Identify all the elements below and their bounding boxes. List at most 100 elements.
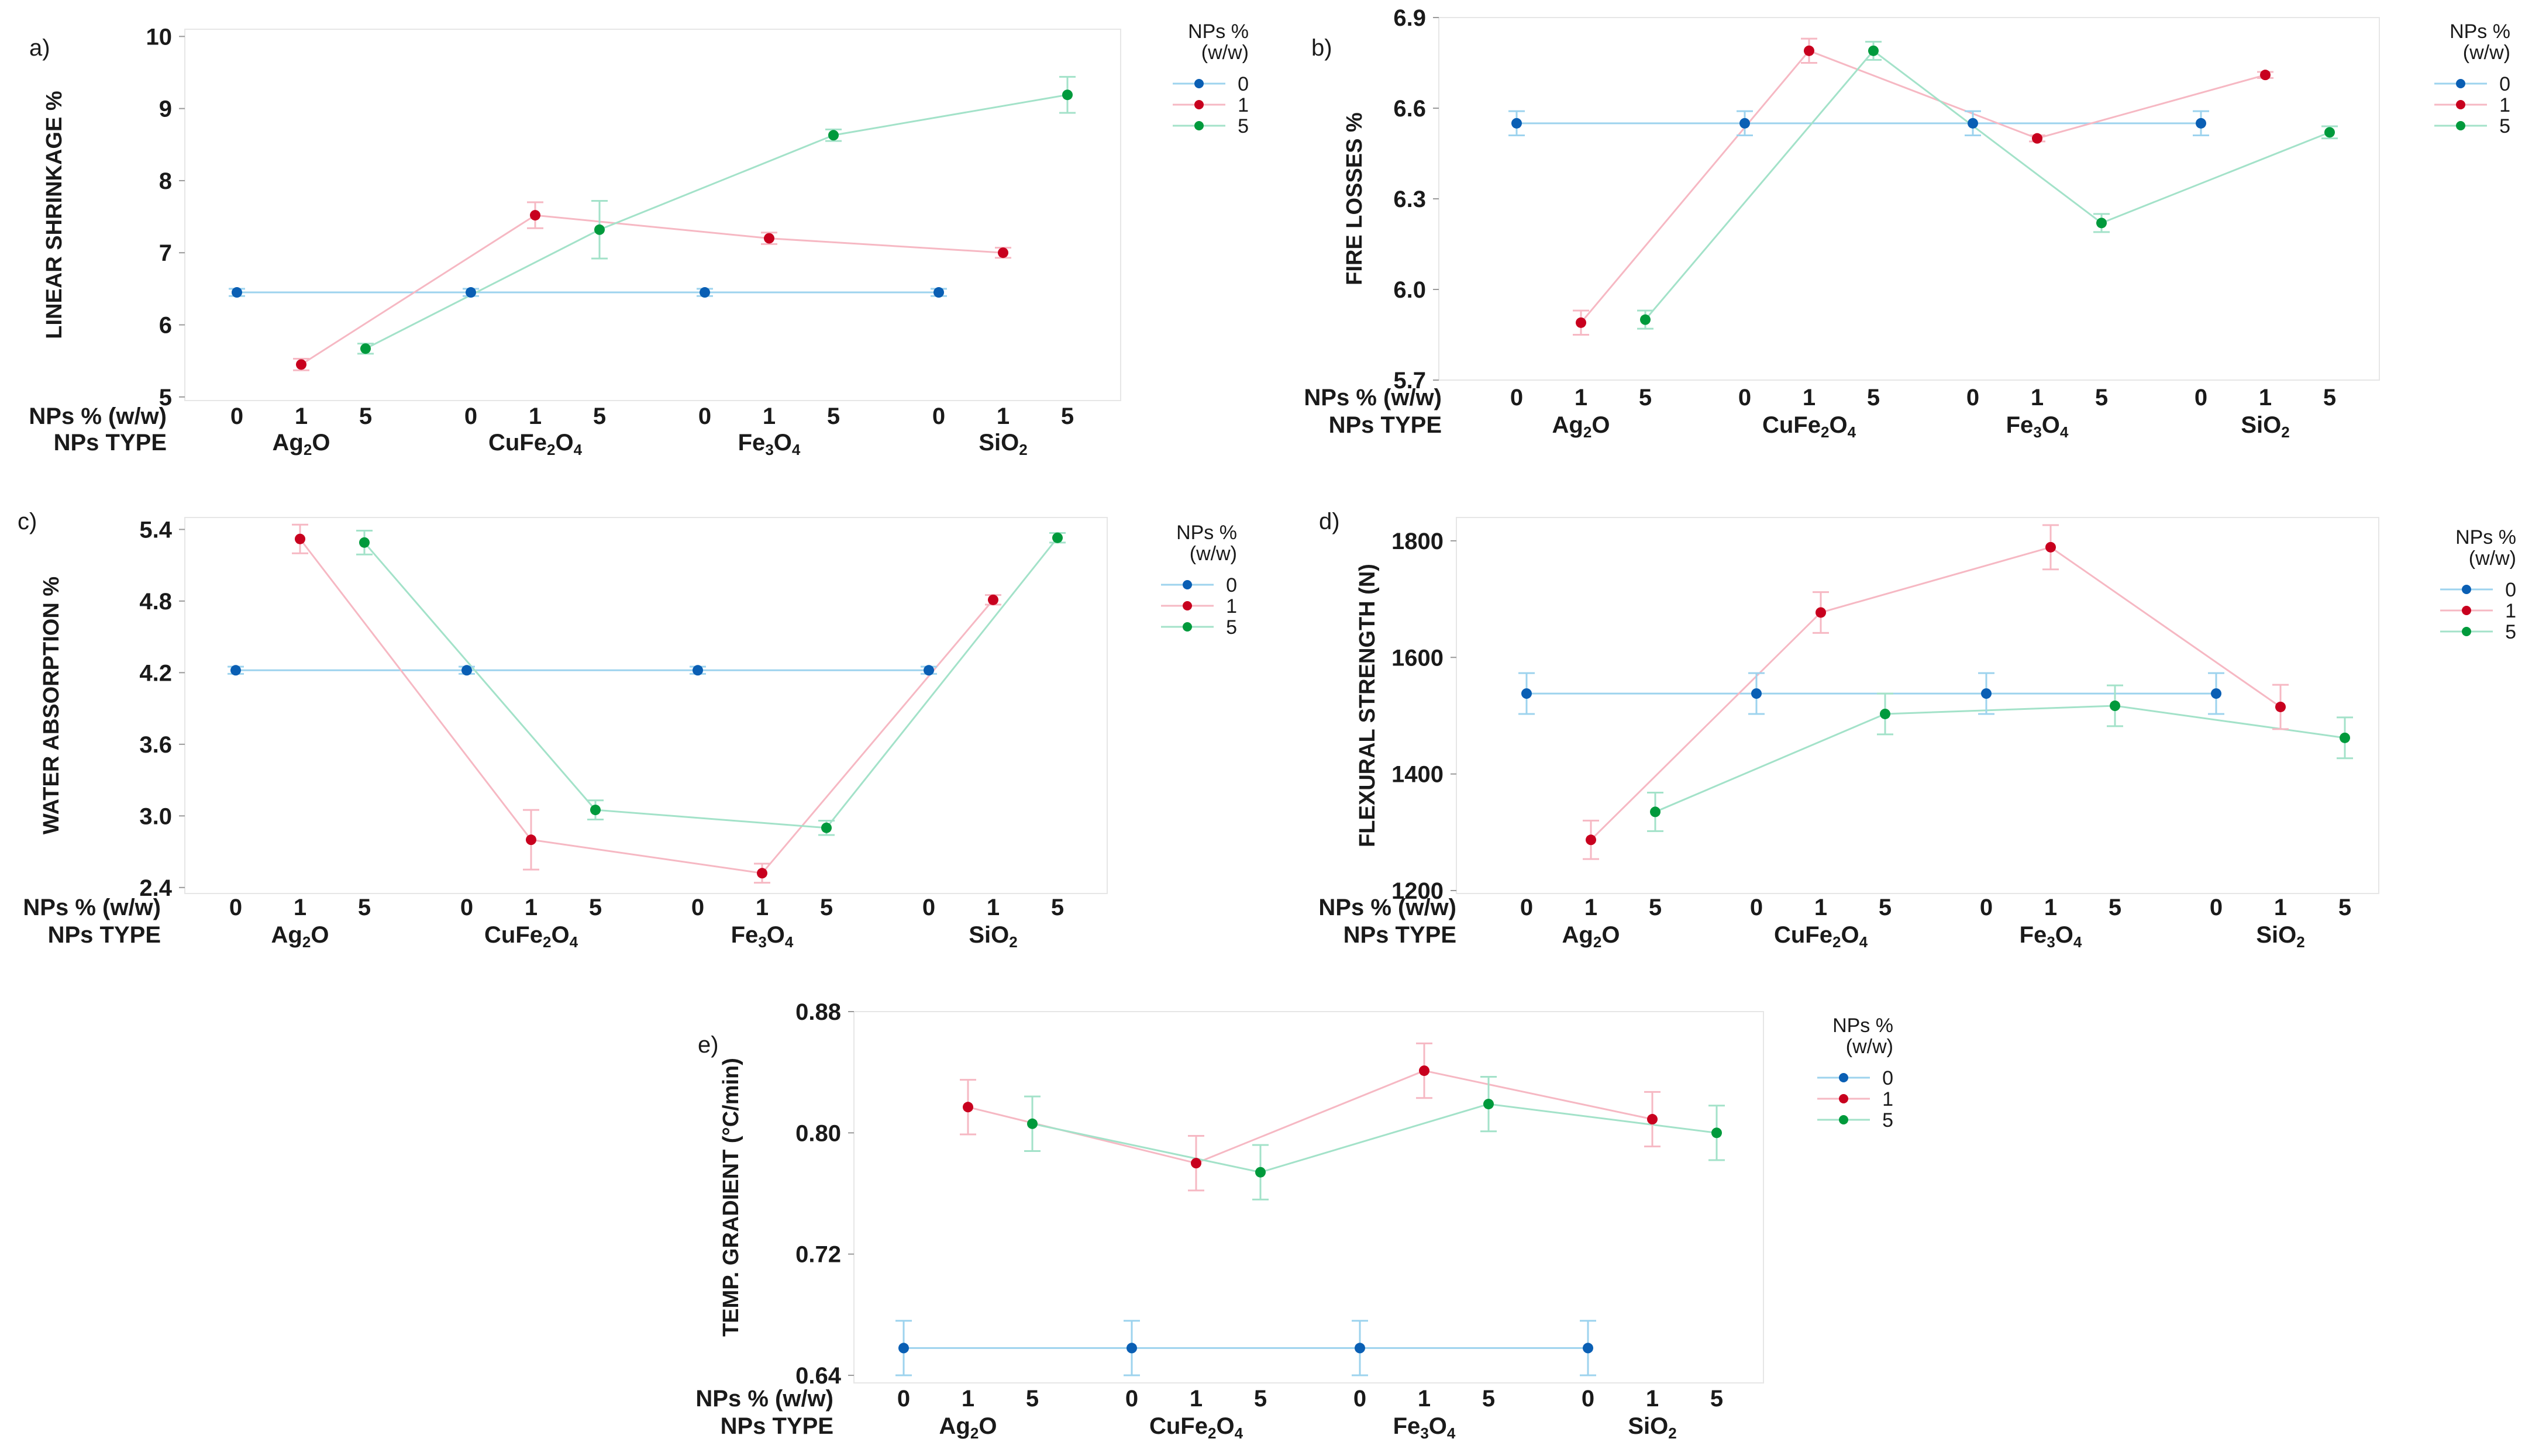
data-point-1	[296, 359, 306, 370]
data-point-1	[1586, 834, 1596, 846]
y-tick-label: 0.80	[795, 1120, 841, 1146]
data-point-0	[230, 665, 241, 676]
type-row-label: NPs TYPE	[1329, 412, 1442, 438]
panel-letter: b)	[1311, 35, 1332, 61]
legend-subtitle: (w/w)	[1846, 1036, 1893, 1058]
category-label: CuFe2O4	[1762, 412, 1856, 441]
data-point-5	[1711, 1127, 1722, 1138]
data-point-5	[1255, 1167, 1266, 1178]
panel-b: b) 5.7 6.0 6.3 6.6 6.9 FIRE LOSSES % NPs % (w/w…	[1304, 5, 2510, 441]
data-point-0	[898, 1343, 909, 1354]
legend-entry-0: 0	[1226, 574, 1237, 596]
series-line-5	[363, 537, 1059, 829]
legend-swatch-marker	[2462, 585, 2471, 594]
legend-swatch-marker	[1194, 79, 1204, 88]
x-tick-label: 5	[1482, 1386, 1495, 1412]
legend-entry-1: 1	[1238, 94, 1249, 116]
x-tick-label: 0	[922, 895, 935, 920]
category-label: Fe3O4	[731, 922, 794, 951]
category-label: SiO2	[969, 922, 1017, 951]
category-label: CuFe2O4	[1149, 1413, 1243, 1442]
x-tick-label: 5	[1026, 1386, 1039, 1412]
data-point-1	[295, 533, 305, 544]
plot-area	[184, 29, 1121, 401]
y-tick-label: 1400	[1391, 762, 1444, 788]
x-tick-label: 1	[295, 403, 308, 429]
x-tick-label: 1	[756, 895, 769, 920]
data-point-5	[360, 343, 371, 354]
data-point-5	[2324, 127, 2335, 138]
x-tick-label: 0	[1520, 895, 1533, 920]
legend-swatch-marker	[2456, 79, 2465, 88]
x-tick-label: 0	[698, 403, 711, 429]
data-point-5	[1483, 1099, 1494, 1110]
category-label: Ag2O	[1562, 922, 1620, 951]
x-tick-label: 1	[529, 403, 542, 429]
series-line-1	[301, 214, 1004, 365]
y-tick-label: 6.9	[1393, 5, 1426, 31]
x-tick-label: 5	[1710, 1386, 1723, 1412]
x-tick-label: 0	[1510, 385, 1523, 410]
data-point-1	[757, 868, 767, 879]
data-point-1	[1191, 1158, 1201, 1169]
data-point-1	[2045, 541, 2056, 553]
data-point-0	[466, 287, 476, 298]
x-tick-label: 0	[460, 895, 473, 920]
y-tick-label: 5.4	[139, 517, 172, 543]
data-point-0	[1355, 1343, 1365, 1354]
panel-letter: d)	[1319, 509, 1340, 534]
nps-row-label: NPs % (w/w)	[29, 403, 167, 429]
legend-title: NPs %	[2450, 20, 2510, 43]
legend: NPs %(w/w) 015	[1817, 1015, 1893, 1131]
data-point-1	[764, 233, 774, 244]
data-point-5	[1052, 532, 1063, 543]
category-label: Fe3O4	[738, 430, 801, 458]
legend-swatch-marker	[1839, 1094, 1848, 1103]
legend-entry-1: 1	[1226, 595, 1237, 617]
y-tick-label: 1800	[1391, 529, 1444, 554]
x-tick-label: 0	[1980, 895, 1993, 920]
category-label: SiO2	[979, 430, 1027, 458]
x-tick-label: 1	[1418, 1386, 1431, 1412]
legend: NPs %(w/w) 015	[2440, 526, 2516, 643]
x-tick-label: 1	[525, 895, 538, 920]
legend-swatch-marker	[1183, 622, 1192, 632]
y-tick-label: 6.0	[1393, 277, 1426, 303]
data-point-0	[1968, 118, 1978, 129]
data-point-1	[526, 834, 536, 846]
x-tick-label: 1	[962, 1386, 974, 1412]
panel-c: c) 2.4 3.0 3.6 4.2 4.8 5.4 WATER ABSORPTION % NP…	[18, 509, 1237, 951]
data-point-5	[1650, 806, 1661, 817]
category-label: Ag2O	[1552, 412, 1610, 441]
x-tick-label: 1	[2259, 385, 2272, 410]
x-tick-label: 0	[1582, 1386, 1594, 1412]
data-point-5	[1027, 1118, 1038, 1129]
category-label: CuFe2O4	[1774, 922, 1868, 951]
data-point-0	[1511, 118, 1522, 129]
data-point-1	[1804, 45, 1814, 56]
data-point-0	[924, 665, 934, 676]
y-axis-label: TEMP. GRADIENT (°C/min)	[719, 1058, 743, 1337]
y-tick-label: 0.72	[795, 1242, 841, 1268]
data-point-1	[998, 247, 1008, 258]
panel-letter: a)	[29, 35, 50, 61]
category-label: Fe3O4	[2006, 412, 2069, 441]
x-tick-label: 0	[229, 895, 242, 920]
category-label: Ag2O	[939, 1413, 997, 1442]
data-point-0	[700, 287, 710, 298]
legend-entry-1: 1	[2505, 600, 2516, 622]
legend-subtitle: (w/w)	[2463, 42, 2510, 64]
x-tick-label: 5	[2109, 895, 2121, 920]
x-tick-label: 0	[1750, 895, 1763, 920]
y-tick-label: 4.8	[139, 589, 172, 615]
data-point-0	[232, 287, 242, 298]
y-tick-label: 2.4	[139, 875, 172, 901]
y-tick-label: 6.3	[1393, 187, 1426, 212]
legend-entry-0: 0	[2499, 73, 2510, 95]
y-tick-label: 7	[159, 240, 172, 266]
category-label: Fe3O4	[2020, 922, 2082, 951]
data-point-1	[1576, 317, 1586, 328]
series-line-5	[1655, 705, 2345, 813]
panel-e: e) 0.64 0.72 0.80 0.88 TEMP. GRADIENT (°C/min…	[695, 999, 1893, 1442]
